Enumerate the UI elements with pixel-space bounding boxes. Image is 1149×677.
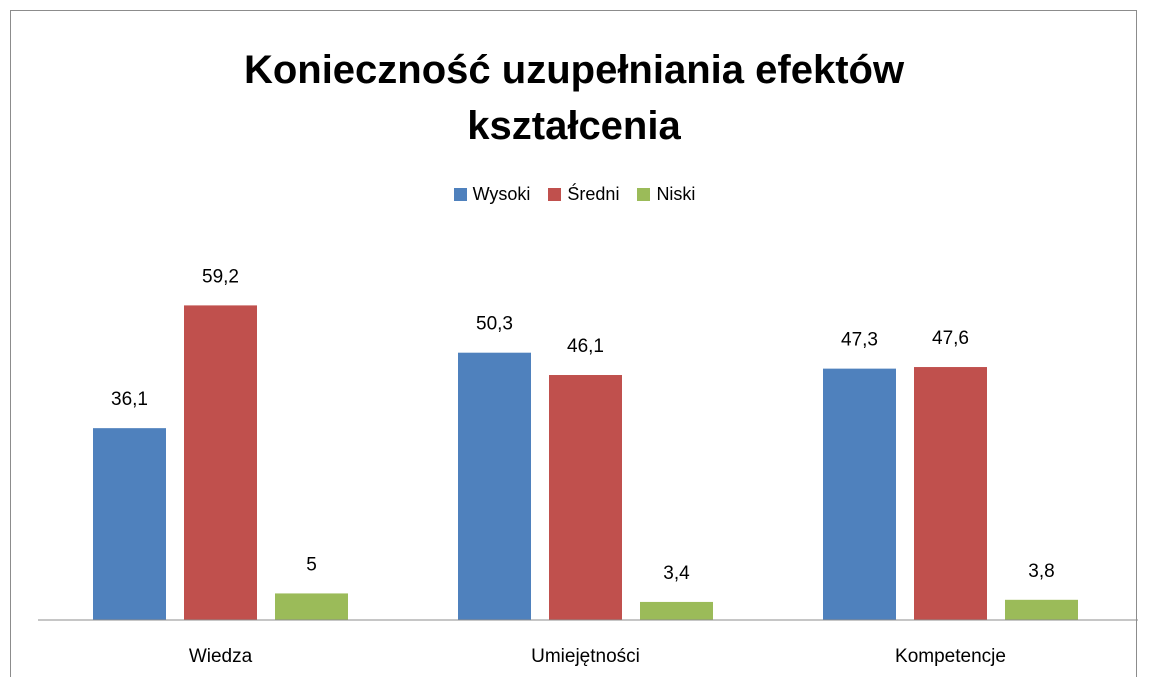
bar: [458, 352, 531, 620]
bar: [93, 428, 166, 620]
chart-title: Konieczność uzupełniania efektów kształc…: [243, 48, 905, 148]
bar: [549, 375, 622, 620]
value-label: 50,3: [476, 314, 513, 335]
bar: [184, 305, 257, 620]
value-label: 47,6: [932, 328, 969, 349]
bar: [1005, 599, 1078, 620]
value-label: 3,4: [663, 563, 690, 584]
legend-item: Średni: [548, 184, 619, 205]
legend-swatch: [453, 188, 467, 201]
value-label: 59,2: [202, 266, 239, 287]
value-label: 47,3: [841, 330, 878, 351]
legend-swatch: [548, 188, 562, 201]
value-label: 36,1: [111, 389, 148, 410]
bar: [823, 368, 896, 620]
bar: [275, 593, 348, 620]
legend-swatch: [637, 188, 651, 201]
value-label: 3,8: [1028, 561, 1054, 582]
bar: [640, 601, 713, 620]
legend-label: Wysoki: [472, 184, 531, 204]
x-tick-label: Umiejętności: [531, 646, 640, 667]
bar: [914, 367, 987, 620]
x-tick-label: Wiedza: [189, 646, 253, 667]
value-label: 5: [306, 554, 317, 575]
legend-label: Średni: [567, 184, 620, 204]
legend-item: Wysoki: [453, 184, 531, 205]
legend-item: Niski: [637, 184, 695, 205]
legend: Wysoki Średni Niski: [0, 184, 1149, 205]
x-tick-label: Kompetencje: [895, 646, 1006, 667]
legend-label: Niski: [656, 184, 696, 204]
chart-frame: [10, 10, 1137, 677]
value-label: 46,1: [567, 336, 604, 357]
